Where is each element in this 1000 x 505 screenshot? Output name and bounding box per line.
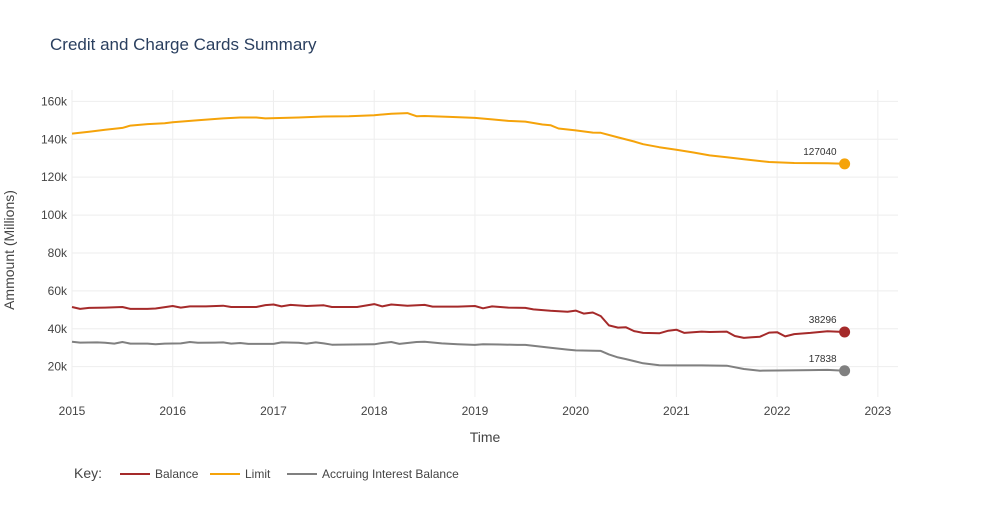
x-tick-label: 2018: [361, 404, 388, 418]
series-end-marker: [839, 365, 851, 377]
legend-title: Key:: [74, 465, 102, 481]
y-tick-label: 120k: [41, 170, 68, 184]
series-accruing-interest-balance: 17838: [71, 340, 851, 377]
series-end-label: 38296: [809, 315, 837, 326]
series-end-label: 127040: [803, 147, 837, 158]
x-tick-label: 2017: [260, 404, 287, 418]
y-axis-title: Ammount (Millions): [1, 190, 17, 310]
legend-item[interactable]: Accruing Interest Balance: [287, 467, 459, 481]
chart-title: Credit and Charge Cards Summary: [50, 35, 317, 54]
series-limit: 127040: [71, 112, 851, 170]
x-tick-label: 2022: [764, 404, 791, 418]
y-tick-label: 40k: [48, 322, 68, 336]
x-tick-label: 2020: [562, 404, 589, 418]
y-tick-label: 100k: [41, 208, 68, 222]
y-tick-label: 160k: [41, 94, 68, 108]
y-tick-label: 60k: [48, 284, 68, 298]
series-balance: 38296: [71, 303, 851, 339]
x-tick-label: 2023: [865, 404, 892, 418]
legend-label: Balance: [155, 467, 199, 481]
y-tick-label: 80k: [48, 246, 68, 260]
series-group: 38296 127040 17838: [71, 112, 851, 377]
series-end-label: 17838: [809, 354, 837, 365]
x-tick-label: 2021: [663, 404, 690, 418]
y-tick-label: 140k: [41, 132, 68, 146]
legend-label: Limit: [245, 467, 271, 481]
y-tick-label: 20k: [48, 360, 68, 374]
series-line: [71, 340, 845, 372]
legend-item[interactable]: Limit: [210, 467, 271, 481]
series-line: [71, 303, 845, 339]
x-tick-label: 2015: [59, 404, 86, 418]
x-tick-label: 2019: [462, 404, 489, 418]
legend-item[interactable]: Balance: [120, 467, 199, 481]
series-end-marker: [839, 326, 851, 338]
y-axis-ticks: 20k 40k 60k 80k 100k 120k 140k 160k: [41, 94, 68, 373]
legend: Key: Balance Limit Accruing Interest Balan…: [74, 465, 459, 481]
series-end-marker: [839, 158, 851, 170]
grid: [71, 90, 898, 397]
series-line: [71, 112, 845, 165]
x-axis-title: Time: [470, 429, 501, 445]
x-axis-ticks: 2015 2016 2017 2018 2019 2020 2021 2022 2023: [59, 404, 892, 418]
legend-label: Accruing Interest Balance: [322, 467, 459, 481]
x-tick-label: 2016: [159, 404, 186, 418]
